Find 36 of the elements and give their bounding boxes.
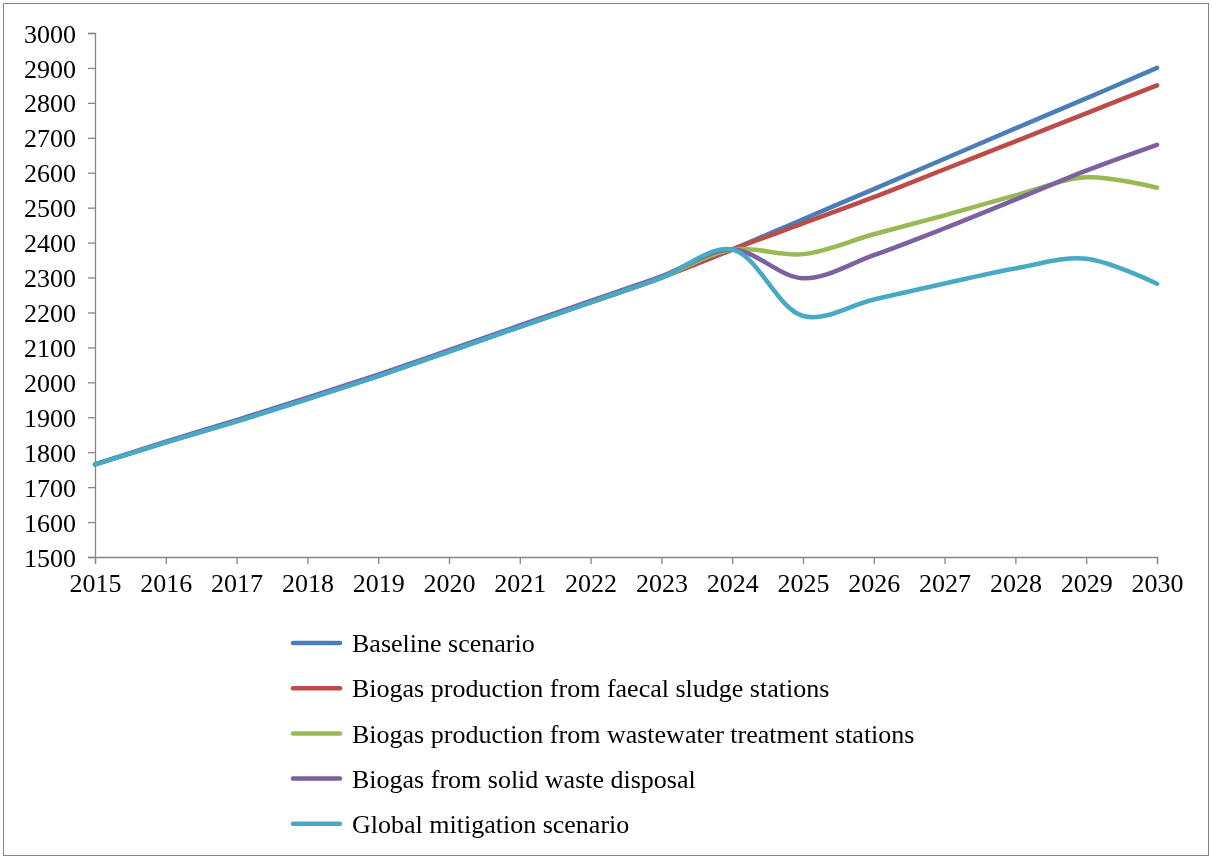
legend-label: Biogas from solid waste disposal	[352, 764, 696, 794]
y-tick-label: 2100	[24, 334, 76, 363]
y-tick-label: 1800	[24, 438, 76, 468]
y-tick-label: 2700	[24, 124, 76, 154]
y-tick-label: 1700	[24, 473, 76, 503]
x-tick-label: 2030	[1131, 569, 1184, 599]
y-tick-label: 2600	[24, 159, 76, 189]
x-tick-label: 2018	[281, 569, 334, 599]
x-tick-label: 2027	[919, 569, 972, 599]
x-tick-label: 2022	[565, 569, 618, 599]
y-tick-label: 2000	[24, 368, 76, 398]
x-tick-label: 2023	[635, 569, 688, 599]
y-tick-label: 3000	[24, 19, 76, 49]
x-tick-label: 2017	[211, 569, 264, 599]
x-tick-label: 2024	[706, 569, 759, 599]
x-tick-label: 2021	[494, 569, 547, 599]
y-tick-label: 2900	[24, 54, 76, 84]
x-tick-label: 2020	[423, 569, 476, 599]
y-tick-label: 1900	[24, 403, 76, 433]
legend-label: Global mitigation scenario	[352, 809, 630, 839]
x-tick-label: 2016	[140, 569, 193, 599]
y-tick-label: 2200	[24, 299, 76, 329]
x-tick-label: 2028	[989, 569, 1042, 599]
line-series	[92, 247, 1160, 467]
x-tick-label: 2029	[1060, 569, 1113, 599]
legend-label: Baseline scenario	[352, 629, 535, 659]
legend-label: Biogas production from faecal sludge stations	[352, 674, 830, 704]
y-tick-label: 2500	[24, 194, 76, 224]
y-tick-label: 2400	[24, 229, 76, 259]
legend-label: Biogas production from wastewater treatment stations	[352, 719, 915, 749]
x-tick-label: 2026	[848, 569, 901, 599]
y-tick-label: 1600	[24, 508, 76, 538]
x-tick-label: 2025	[777, 569, 830, 599]
x-tick-label: 2019	[352, 569, 405, 599]
y-tick-label: 2800	[24, 89, 76, 119]
y-tick-label: 2300	[24, 264, 76, 294]
